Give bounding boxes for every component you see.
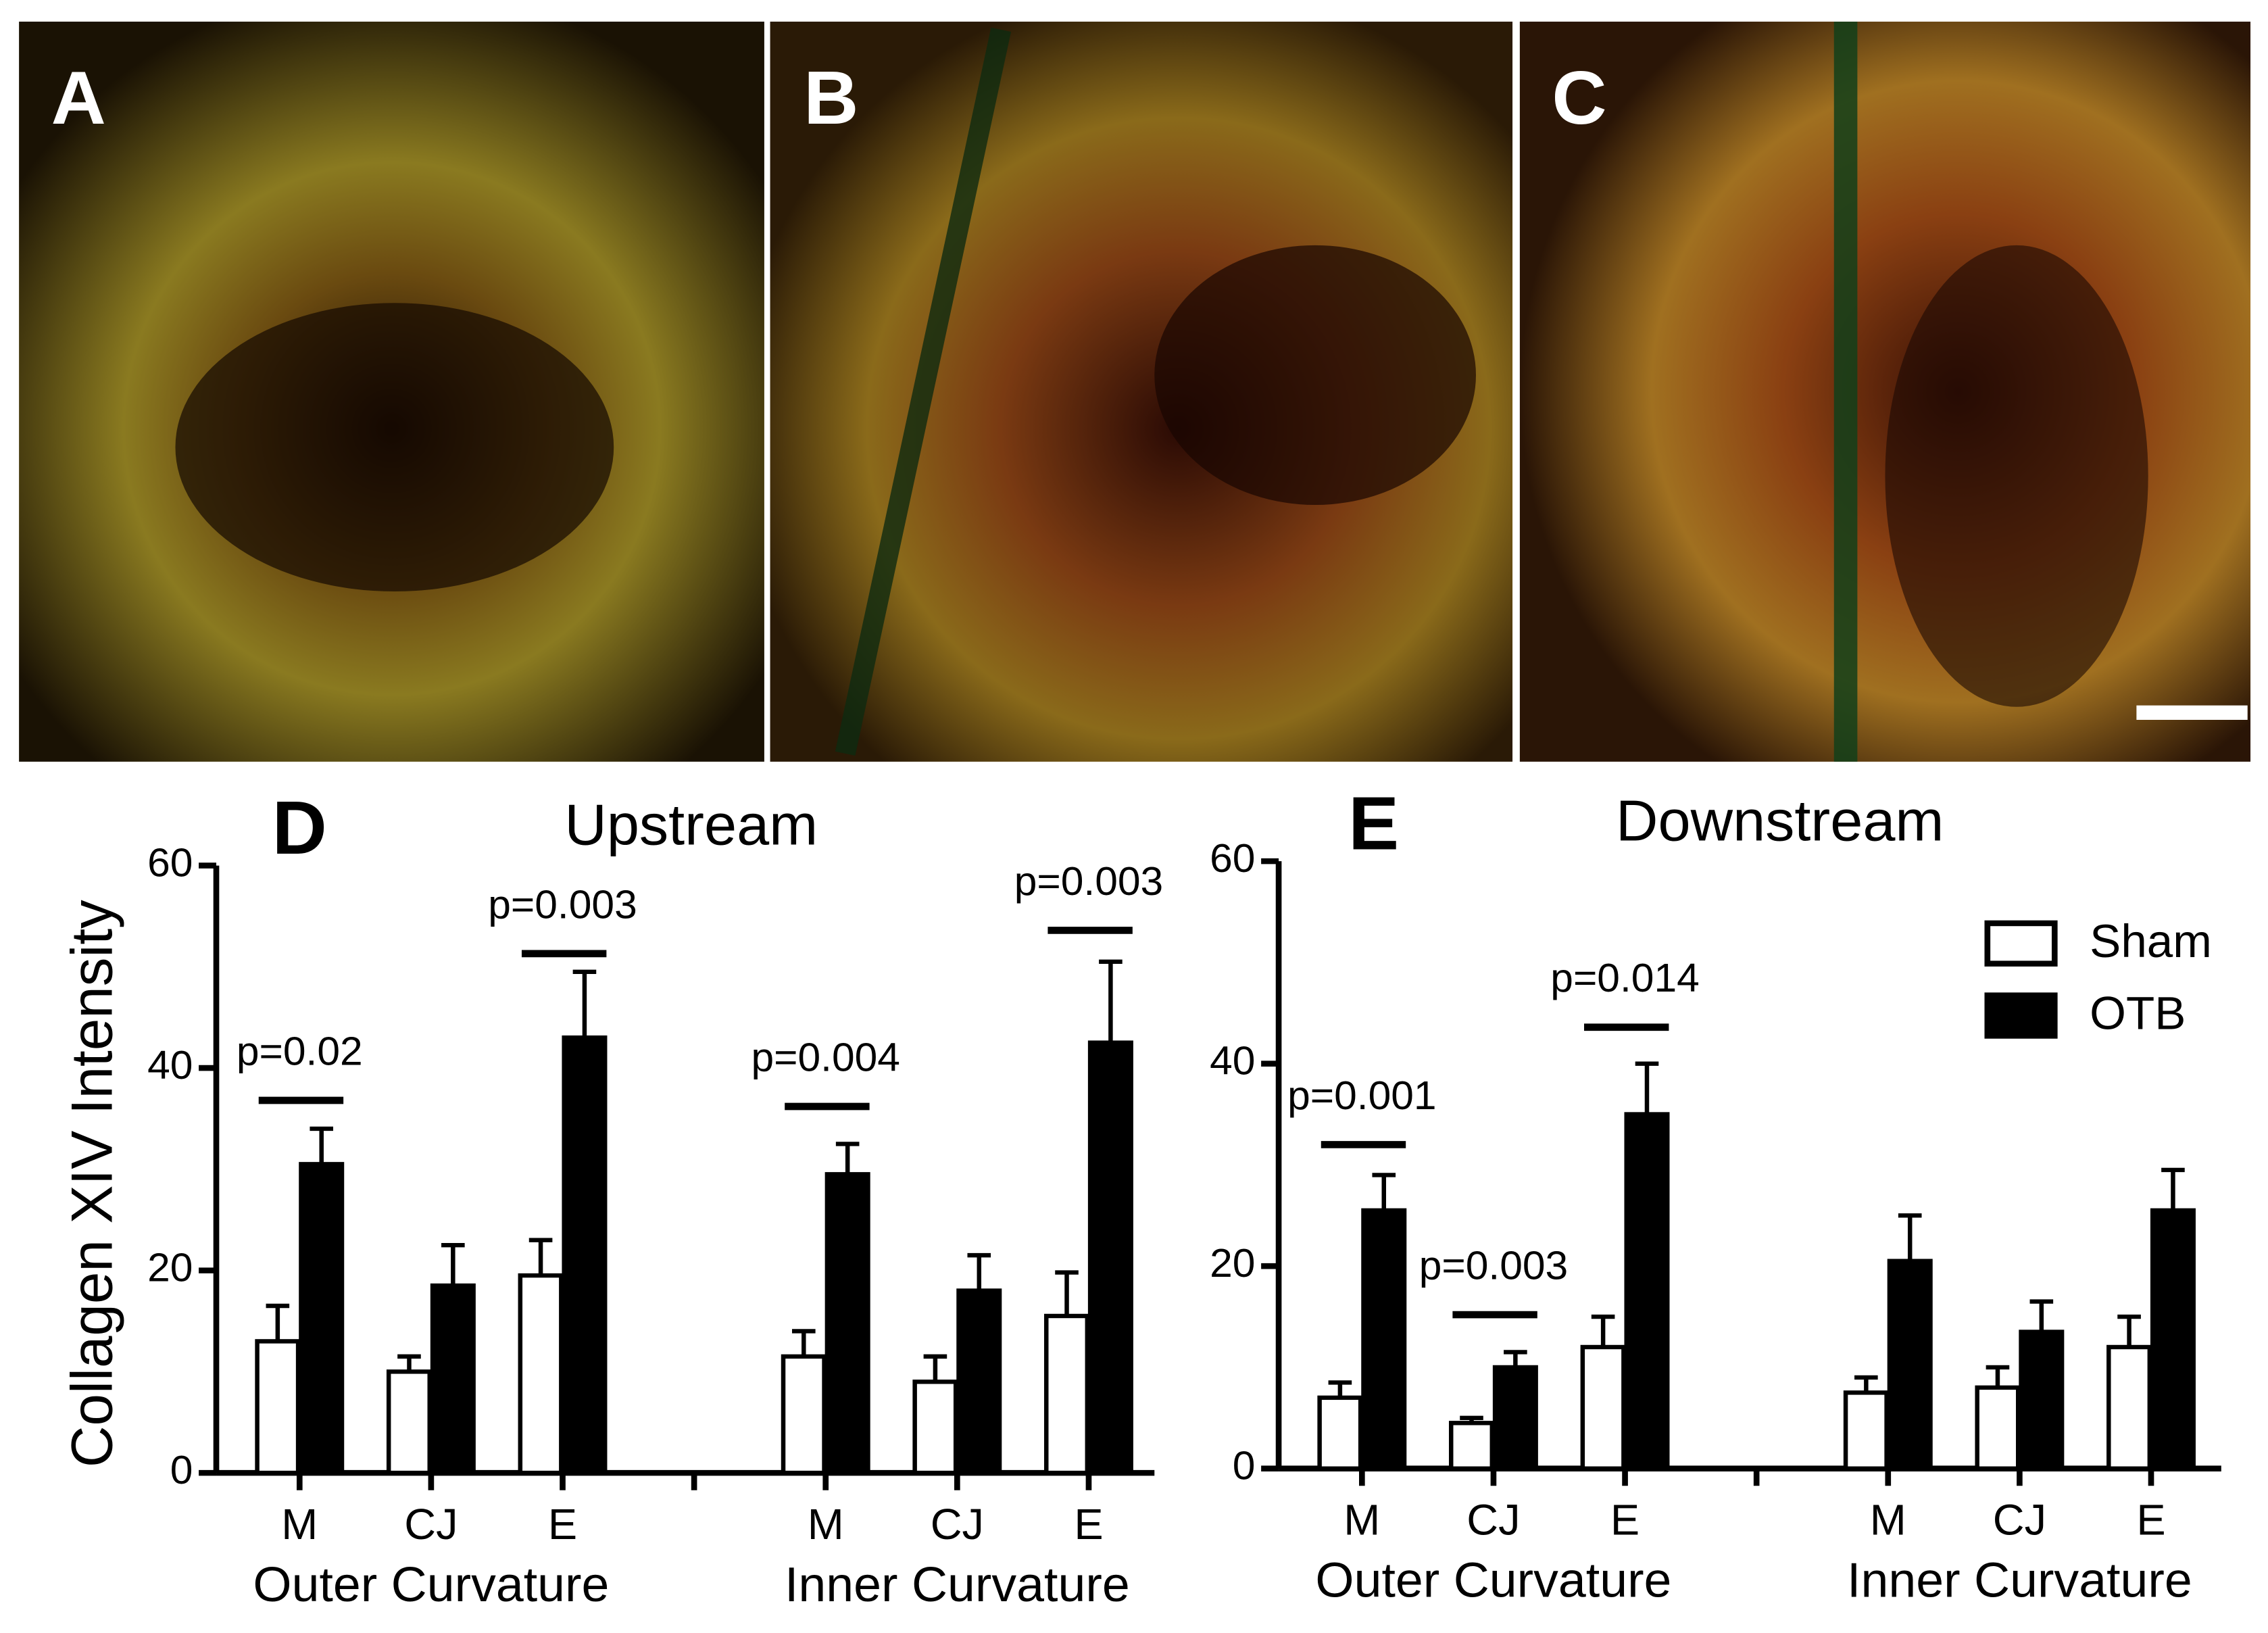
x-tick-label: CJ xyxy=(1466,1496,1520,1544)
legend-label: OTB xyxy=(2090,988,2186,1039)
p-value: p=0.003 xyxy=(1014,858,1164,904)
error-bar xyxy=(1854,1375,1878,1393)
error-bar xyxy=(1635,1061,1659,1115)
bar xyxy=(1492,1365,1538,1471)
error-bar xyxy=(441,1242,465,1286)
bar xyxy=(956,1288,1002,1476)
bar xyxy=(824,1172,870,1476)
p-value: p=0.003 xyxy=(1419,1243,1569,1288)
bar xyxy=(562,1035,608,1476)
x-tick-label: M xyxy=(1343,1496,1380,1544)
error-bar xyxy=(792,1329,816,1357)
bar xyxy=(2019,1330,2065,1471)
y-tick-label: 20 xyxy=(147,1245,193,1290)
bar xyxy=(386,1369,432,1476)
x-tick-label: E xyxy=(2136,1496,2165,1544)
error-bar xyxy=(2161,1167,2185,1211)
micrograph-b xyxy=(770,22,1513,762)
error-bar xyxy=(1986,1365,2010,1388)
x-tick-label: E xyxy=(548,1500,577,1549)
error-bar xyxy=(1460,1415,1483,1423)
bar xyxy=(299,1162,345,1476)
error-bar xyxy=(397,1354,421,1372)
bar xyxy=(912,1380,958,1476)
panel-label: A xyxy=(51,56,106,140)
x-tick-label: CJ xyxy=(931,1500,984,1549)
bar xyxy=(518,1273,564,1476)
bar xyxy=(2106,1344,2152,1471)
p-value: p=0.001 xyxy=(1287,1073,1437,1118)
y-tick-label: 40 xyxy=(147,1042,193,1088)
error-bar xyxy=(1099,959,1123,1043)
error-bar xyxy=(1898,1213,1922,1261)
panel-label: E xyxy=(1348,781,1399,865)
error-bar xyxy=(1504,1350,1527,1367)
legend-label: Sham xyxy=(2090,915,2212,967)
y-axis-label: Collagen XIV Intensity xyxy=(59,900,125,1467)
group-label: Inner Curvature xyxy=(1847,1553,2192,1607)
group-label: Outer Curvature xyxy=(1315,1553,1671,1607)
p-value: p=0.02 xyxy=(237,1029,363,1074)
x-tick-label: M xyxy=(808,1500,844,1549)
y-tick-label: 0 xyxy=(1233,1443,1256,1488)
x-tick-label: E xyxy=(1074,1500,1103,1549)
group-label: Outer Curvature xyxy=(253,1557,609,1611)
bar xyxy=(1448,1421,1495,1471)
y-tick-label: 20 xyxy=(1210,1240,1255,1286)
x-tick-label: E xyxy=(1610,1496,1640,1544)
panel-label: D xyxy=(272,786,327,870)
x-tick-label: M xyxy=(1870,1496,1906,1544)
y-tick-label: 0 xyxy=(170,1447,193,1492)
error-bar xyxy=(967,1252,991,1291)
error-bar xyxy=(310,1126,334,1165)
y-tick-label: 60 xyxy=(147,840,193,885)
chart-title: Upstream xyxy=(564,793,818,857)
error-bar xyxy=(2117,1314,2141,1347)
group-label: Inner Curvature xyxy=(785,1557,1130,1611)
error-bar xyxy=(835,1142,860,1175)
scale-bar xyxy=(2136,705,2248,721)
bar xyxy=(1624,1112,1670,1471)
bar xyxy=(1317,1395,1363,1471)
x-tick-label: CJ xyxy=(1993,1496,2046,1544)
error-bar xyxy=(1591,1314,1615,1347)
error-bar xyxy=(1328,1380,1352,1398)
error-bar xyxy=(1372,1173,1396,1211)
panel-label: C xyxy=(1552,56,1606,140)
bar xyxy=(781,1354,827,1476)
error-bar xyxy=(572,969,597,1038)
panel-label: B xyxy=(804,56,858,140)
error-bar xyxy=(1055,1270,1079,1316)
y-tick-label: 40 xyxy=(1210,1038,1255,1083)
legend-swatch xyxy=(1984,920,2058,967)
p-value: p=0.014 xyxy=(1550,956,1700,1001)
micrograph-c xyxy=(1519,22,2251,762)
bar xyxy=(430,1283,476,1476)
y-tick-label: 60 xyxy=(1210,835,1255,881)
p-value: p=0.004 xyxy=(751,1035,900,1080)
p-value: p=0.003 xyxy=(488,882,637,927)
error-bar xyxy=(266,1303,290,1342)
bar xyxy=(1975,1385,2021,1471)
error-bar xyxy=(528,1238,553,1276)
x-tick-label: CJ xyxy=(404,1500,458,1549)
error-bar xyxy=(2029,1299,2054,1332)
bar xyxy=(255,1339,301,1476)
x-tick-label: M xyxy=(281,1500,318,1549)
bar xyxy=(1087,1040,1133,1476)
bar xyxy=(1361,1208,1407,1471)
bar xyxy=(1887,1259,1933,1471)
error-bar xyxy=(923,1354,947,1382)
legend-swatch xyxy=(1984,992,2058,1039)
bar xyxy=(1843,1390,1889,1471)
micrograph-a xyxy=(19,22,764,762)
bar xyxy=(1044,1313,1090,1476)
bar xyxy=(2150,1208,2196,1471)
chart-title: Downstream xyxy=(1616,789,1944,853)
bar xyxy=(1580,1344,1626,1471)
